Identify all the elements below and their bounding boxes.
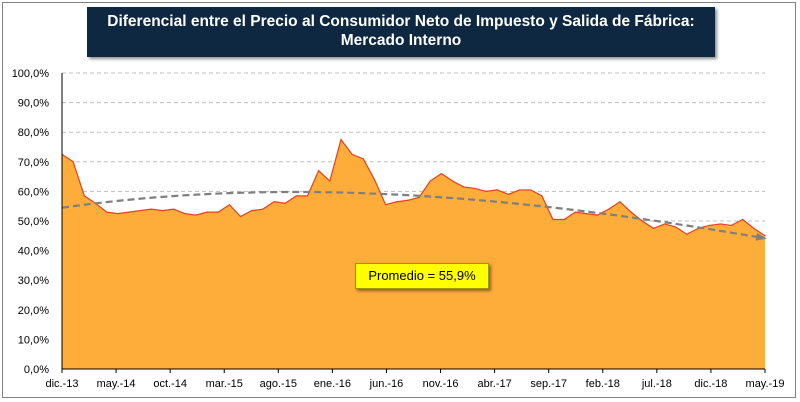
x-tick-label: may.-14: [97, 378, 136, 390]
data-point: [708, 224, 710, 227]
data-point: [172, 208, 175, 210]
data-point: [585, 213, 588, 215]
data-point: [675, 226, 677, 228]
data-point: [184, 213, 186, 215]
x-tick-label: nov.-16: [423, 378, 459, 390]
x-tick-label: oct.-14: [153, 378, 187, 390]
data-point: [318, 170, 320, 172]
data-point: [474, 187, 476, 190]
data-point: [541, 195, 543, 197]
y-tick-label: 10,0%: [18, 334, 49, 346]
data-point: [730, 224, 733, 227]
data-point: [284, 202, 286, 204]
data-point: [362, 158, 364, 160]
data-point: [641, 220, 643, 222]
data-point: [630, 211, 632, 213]
x-tick-label: ago.-15: [260, 378, 297, 390]
data-point: [295, 195, 297, 197]
data-point: [239, 215, 242, 218]
data-point: [139, 210, 141, 212]
data-point: [206, 211, 208, 213]
data-point: [161, 210, 164, 212]
data-point: [619, 201, 621, 203]
chart-title: Diferencial entre el Precio al Consumido…: [87, 7, 715, 57]
data-point: [719, 223, 721, 225]
y-tick-label: 70,0%: [18, 157, 49, 169]
data-point: [407, 199, 409, 201]
x-tick-label: jul.-18: [641, 378, 672, 390]
series-area: [62, 139, 765, 369]
y-tick-label: 100,0%: [12, 68, 50, 80]
data-point: [251, 210, 253, 212]
data-point: [150, 208, 152, 210]
data-point: [764, 235, 766, 237]
x-tick-label: dic.-13: [45, 378, 78, 390]
data-point: [106, 211, 108, 213]
data-point: [597, 214, 599, 216]
data-point: [686, 233, 688, 235]
data-point: [563, 218, 565, 221]
data-point: [195, 214, 197, 216]
x-tick-label: abr.-17: [477, 378, 511, 390]
data-point: [128, 211, 130, 213]
data-point: [217, 211, 219, 213]
series-line: [61, 138, 766, 237]
data-point: [83, 195, 85, 197]
data-point: [496, 189, 498, 191]
y-tick-label: 0,0%: [24, 364, 49, 376]
data-point: [418, 196, 420, 198]
x-tick-label: jun.-16: [369, 378, 404, 390]
data-point: [463, 186, 465, 188]
data-point: [574, 211, 576, 213]
data-point: [507, 193, 509, 195]
trend-arrowhead: [755, 233, 767, 241]
data-point: [306, 195, 309, 197]
y-tick-label: 90,0%: [18, 98, 49, 110]
data-point: [652, 227, 655, 229]
data-point: [518, 189, 521, 191]
data-point: [608, 208, 610, 210]
data-point: [72, 161, 74, 163]
x-tick-label: sep.-17: [530, 378, 567, 390]
y-tick-label: 50,0%: [18, 216, 49, 228]
data-point: [530, 189, 532, 191]
data-point: [351, 153, 353, 155]
data-point: [440, 173, 442, 175]
x-tick-label: may.-19: [746, 378, 785, 390]
y-tick-label: 30,0%: [18, 275, 49, 287]
x-tick-label: dic.-18: [694, 378, 727, 390]
data-point: [273, 201, 275, 203]
trend-line: [61, 190, 760, 239]
data-point: [552, 218, 554, 221]
y-tick-label: 20,0%: [18, 305, 49, 317]
x-tick-label: ene.-16: [314, 378, 351, 390]
x-tick-label: feb.-18: [586, 378, 620, 390]
data-point: [663, 223, 666, 225]
x-axis-ticks: dic.-13 may.-14 oct.-14 mar.-15 ago.-15 ene.-…: [45, 369, 784, 390]
data-point: [329, 180, 331, 182]
y-tick-label: 80,0%: [18, 127, 49, 139]
data-point: [340, 139, 342, 141]
data-point: [451, 180, 454, 182]
y-axis-ticks: 0,0% 10,0% 20,0% 30,0% 40,0% 50,0% 60,0% 70,0% 8…: [12, 68, 50, 376]
data-point: [429, 180, 431, 182]
y-tick-label: 40,0%: [18, 246, 49, 258]
y-tick-label: 60,0%: [18, 186, 49, 198]
data-point: [373, 178, 376, 181]
series-layer: [61, 138, 767, 369]
data-point: [117, 213, 119, 215]
average-annotation: Promedio = 55,9%: [355, 263, 489, 289]
data-point: [228, 204, 230, 206]
chart-title-line2: Mercado Interno: [340, 32, 462, 49]
data-point: [396, 201, 398, 203]
data-point: [262, 208, 264, 210]
data-point: [742, 218, 744, 221]
axes: [61, 73, 765, 370]
data-point: [385, 204, 387, 206]
chart-title-line1: Diferencial entre el Precio al Consumido…: [107, 13, 695, 30]
data-point: [485, 190, 487, 192]
x-tick-label: mar.-15: [206, 378, 243, 390]
data-point: [753, 227, 755, 229]
